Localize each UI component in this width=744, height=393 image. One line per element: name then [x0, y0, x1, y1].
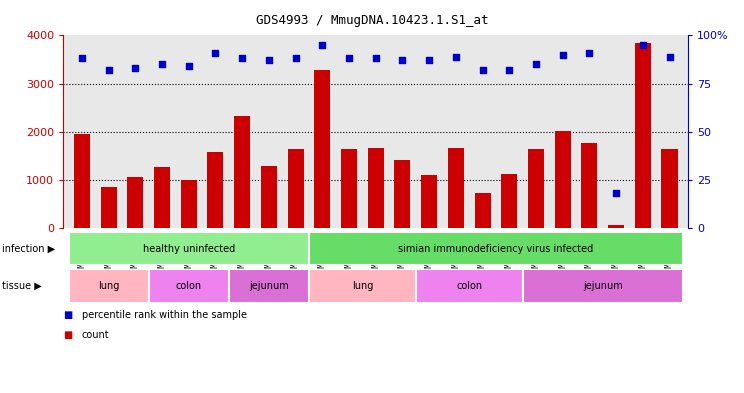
Bar: [309, 232, 683, 265]
Bar: [635, 42, 651, 228]
Bar: [581, 143, 597, 228]
Point: [76, 55, 88, 62]
Bar: [154, 167, 170, 228]
Point: [343, 55, 355, 62]
Text: healthy uninfected: healthy uninfected: [143, 244, 235, 253]
Point: [103, 67, 115, 73]
Text: infection ▶: infection ▶: [2, 244, 55, 253]
Bar: [127, 177, 144, 228]
Point: [530, 61, 542, 67]
Bar: [309, 269, 416, 303]
Text: lung: lung: [98, 281, 119, 291]
Bar: [74, 134, 90, 228]
Text: jejunum: jejunum: [249, 281, 289, 291]
Bar: [261, 166, 277, 228]
Point: [210, 50, 222, 56]
Text: colon: colon: [176, 281, 202, 291]
Point: [316, 42, 328, 48]
Text: ■: ■: [63, 310, 72, 320]
Bar: [314, 70, 330, 228]
Point: [289, 55, 301, 62]
Point: [583, 50, 595, 56]
Bar: [234, 116, 250, 228]
Point: [637, 42, 649, 48]
Bar: [522, 269, 683, 303]
Point: [129, 65, 141, 71]
Point: [156, 61, 168, 67]
Bar: [68, 269, 149, 303]
Bar: [341, 149, 357, 228]
Text: lung: lung: [352, 281, 373, 291]
Bar: [608, 225, 624, 228]
Bar: [394, 160, 411, 228]
Bar: [149, 269, 229, 303]
Point: [450, 53, 462, 60]
Point: [610, 190, 622, 196]
Point: [237, 55, 248, 62]
Bar: [68, 232, 309, 265]
Text: jejunum: jejunum: [583, 281, 623, 291]
Bar: [368, 147, 384, 228]
Text: GDS4993 / MmugDNA.10423.1.S1_at: GDS4993 / MmugDNA.10423.1.S1_at: [256, 14, 488, 27]
Point: [557, 51, 568, 58]
Point: [263, 57, 275, 64]
Text: simian immunodeficiency virus infected: simian immunodeficiency virus infected: [398, 244, 594, 253]
Bar: [555, 131, 571, 228]
Bar: [181, 180, 196, 228]
Text: ■: ■: [63, 330, 72, 340]
Point: [664, 53, 676, 60]
Bar: [416, 269, 522, 303]
Text: count: count: [82, 330, 109, 340]
Bar: [448, 147, 464, 228]
Point: [423, 57, 435, 64]
Bar: [661, 149, 678, 228]
Bar: [100, 187, 117, 228]
Point: [370, 55, 382, 62]
Point: [503, 67, 515, 73]
Text: percentile rank within the sample: percentile rank within the sample: [82, 310, 247, 320]
Bar: [208, 152, 223, 228]
Text: tissue ▶: tissue ▶: [2, 281, 42, 291]
Point: [183, 63, 195, 69]
Point: [477, 67, 489, 73]
Bar: [501, 174, 517, 228]
Point: [397, 57, 408, 64]
Bar: [288, 149, 304, 228]
Bar: [528, 149, 544, 228]
Bar: [475, 193, 490, 228]
Bar: [421, 175, 437, 228]
Text: colon: colon: [456, 281, 482, 291]
Bar: [229, 269, 309, 303]
